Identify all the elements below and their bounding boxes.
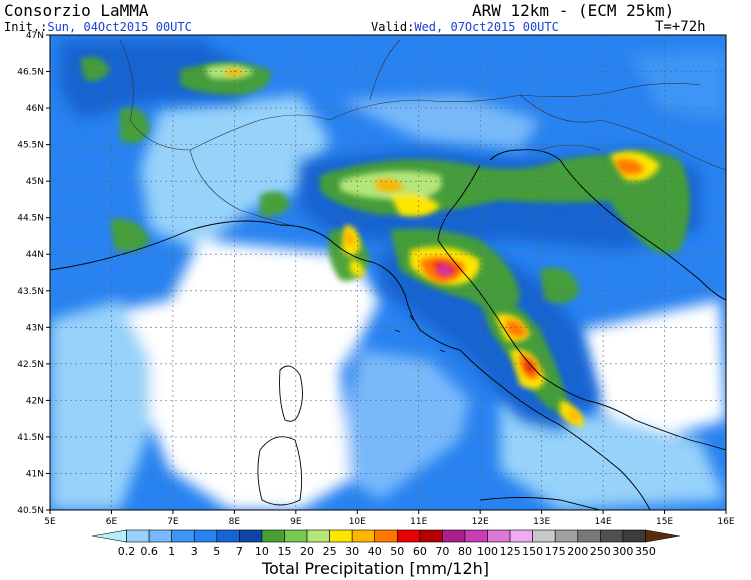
- colorbar-label: 150: [522, 545, 543, 558]
- colorbar-swatch: [622, 529, 646, 543]
- colorbar-swatch: [464, 529, 488, 543]
- colorbar-label: 3: [191, 545, 198, 558]
- country-borders: [119, 39, 726, 226]
- init-value: Sun, 04Oct2015 00UTC: [47, 20, 192, 34]
- colorbar-label: 0.2: [118, 545, 136, 558]
- colorbar-swatch: [261, 529, 285, 543]
- init-time: Init.:Sun, 04Oct2015 00UTC: [4, 21, 192, 33]
- colorbar-label: 350: [635, 545, 656, 558]
- forecast-step: T=+72h: [655, 19, 706, 35]
- colorbar-label: 40: [368, 545, 382, 558]
- lat-tick-label: 42N: [26, 396, 44, 406]
- lon-tick-label: 12E: [472, 517, 489, 527]
- colorbar-swatch: [171, 529, 195, 543]
- colorbar-label: 70: [435, 545, 449, 558]
- colorbar-label: 15: [277, 545, 291, 558]
- lat-lon-grid: [50, 35, 726, 510]
- lon-tick-label: 13E: [533, 517, 550, 527]
- lat-tick-label: 40.5N: [17, 506, 44, 516]
- lat-tick-label: 45N: [26, 177, 44, 187]
- latitude-ticks: 47N 46.5N 46N 45.5N 45N 44.5N 44N 43.5N 43N 42.5N…: [17, 31, 50, 516]
- lon-tick-label: 7E: [167, 517, 179, 527]
- colorbar-label: 5: [213, 545, 220, 558]
- lat-tick-label: 43N: [26, 323, 44, 333]
- colorbar-label: 20: [300, 545, 314, 558]
- colorbar-swatch: [216, 529, 240, 543]
- valid-time: Valid:Wed, 07Oct2015 00UTC: [371, 21, 559, 33]
- colorbar-swatch: [532, 529, 556, 543]
- colorbar-label: 200: [567, 545, 588, 558]
- lon-tick-label: 16E: [717, 517, 734, 527]
- lat-tick-label: 41.5N: [17, 433, 44, 443]
- lon-tick-label: 10E: [349, 517, 366, 527]
- colorbar-swatch: [126, 529, 150, 543]
- lat-tick-label: 44N: [26, 250, 44, 260]
- lat-tick-label: 46.5N: [17, 68, 44, 78]
- colorbar-swatch: [645, 529, 681, 543]
- lat-tick-label: 44.5N: [17, 214, 44, 224]
- colorbar-swatch: [600, 529, 624, 543]
- lon-tick-label: 5E: [44, 517, 56, 527]
- colorbar-swatch: [91, 529, 127, 543]
- colorbar-swatch: [577, 529, 601, 543]
- colorbar-swatch: [419, 529, 443, 543]
- colorbar-swatch: [442, 529, 466, 543]
- colorbar-label: 10: [255, 545, 269, 558]
- valid-value: Wed, 07Oct2015 00UTC: [414, 20, 559, 34]
- colorbar-swatch: [509, 529, 533, 543]
- colorbar-label: 50: [390, 545, 404, 558]
- longitude-ticks: 5E 6E 7E 8E 9E 10E 11E 12E 13E 14E 15E 16E: [44, 510, 735, 527]
- valid-label: Valid:: [371, 20, 415, 34]
- lon-tick-label: 8E: [229, 517, 241, 527]
- colorbar-swatch: [351, 529, 376, 543]
- colorbar-label: 300: [612, 545, 633, 558]
- colorbar-label: 7: [236, 545, 243, 558]
- colorbar-swatch: [487, 529, 511, 543]
- colorbar-label: 250: [590, 545, 611, 558]
- colorbar-swatch: [396, 529, 421, 543]
- colorbar-label: 60: [413, 545, 427, 558]
- colorbar-title: Total Precipitation [mm/12h]: [261, 559, 490, 578]
- colorbar-swatch: [193, 529, 218, 543]
- colorbar-swatch: [554, 529, 579, 543]
- colorbar-swatch: [148, 529, 172, 543]
- colorbar-label: 25: [323, 545, 337, 558]
- lat-tick-label: 43.5N: [17, 287, 44, 297]
- lat-tick-label: 47N: [26, 31, 44, 41]
- lat-tick-label: 46N: [26, 104, 44, 114]
- model-title: ARW 12km - (ECM 25km): [472, 1, 675, 20]
- colorbar-label: 30: [345, 545, 359, 558]
- lon-tick-label: 11E: [410, 517, 427, 527]
- lat-tick-label: 41N: [26, 469, 44, 479]
- lon-tick-label: 6E: [106, 517, 118, 527]
- lon-tick-label: 15E: [656, 517, 673, 527]
- precip-field: [50, 35, 726, 510]
- colorbar-swatch: [239, 529, 263, 543]
- lat-tick-label: 45.5N: [17, 141, 44, 151]
- colorbar: 0.2 0.6 1 3 5 7 10 15 20 25 30 40 50 60 70 80 100 125 150 1…: [91, 529, 681, 558]
- colorbar-swatch: [329, 529, 353, 543]
- lon-tick-label: 14E: [595, 517, 612, 527]
- coastlines: [50, 149, 726, 510]
- colorbar-label: 100: [477, 545, 498, 558]
- organization-title: Consorzio LaMMA: [4, 1, 149, 20]
- lat-tick-label: 42.5N: [17, 360, 44, 370]
- colorbar-swatch: [284, 529, 308, 543]
- colorbar-label: 0.6: [140, 545, 158, 558]
- colorbar-label: 80: [458, 545, 472, 558]
- colorbar-swatch: [374, 529, 398, 543]
- lon-tick-label: 9E: [290, 517, 302, 527]
- colorbar-label: 125: [500, 545, 521, 558]
- colorbar-swatch: [306, 529, 330, 543]
- map-frame: [49, 34, 727, 511]
- init-label: Init.:: [4, 20, 48, 34]
- colorbar-label: 1: [168, 545, 175, 558]
- colorbar-label: 175: [545, 545, 566, 558]
